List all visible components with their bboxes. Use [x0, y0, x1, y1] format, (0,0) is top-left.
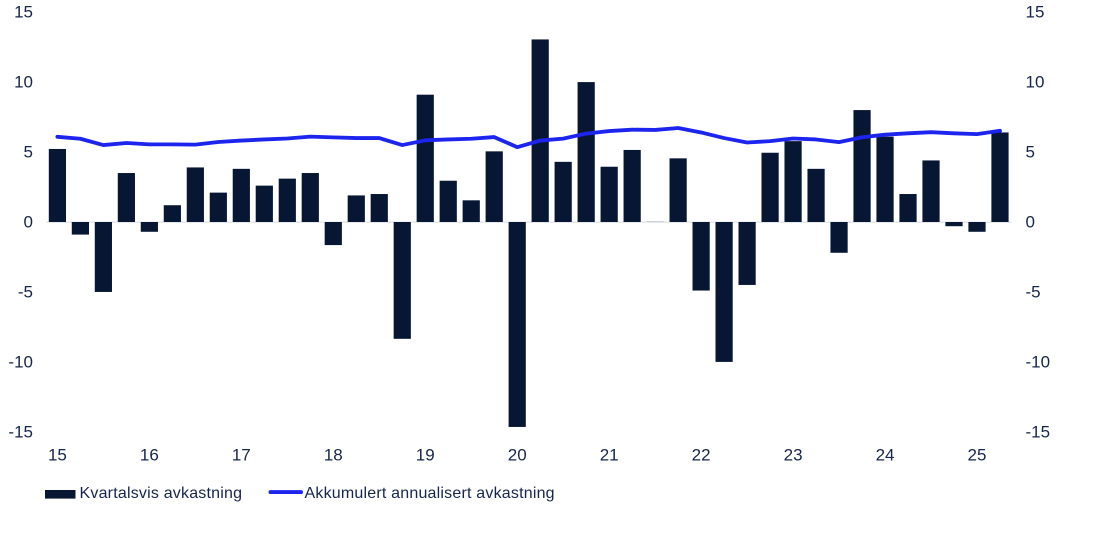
svg-text:0: 0	[1026, 213, 1035, 232]
svg-text:16: 16	[140, 446, 159, 465]
svg-text:15: 15	[14, 3, 33, 22]
svg-text:15: 15	[1026, 3, 1045, 22]
svg-text:-5: -5	[1026, 282, 1041, 301]
svg-text:-15: -15	[1026, 422, 1051, 441]
svg-text:5: 5	[1026, 143, 1035, 162]
svg-text:Akkumulert annualisert avkastn: Akkumulert annualisert avkastning	[305, 485, 555, 502]
svg-text:-10: -10	[1026, 352, 1051, 371]
svg-text:-10: -10	[8, 352, 33, 371]
svg-text:23: 23	[784, 446, 803, 465]
svg-text:10: 10	[14, 73, 33, 92]
svg-text:17: 17	[232, 446, 251, 465]
svg-text:10: 10	[1026, 73, 1045, 92]
svg-text:20: 20	[508, 446, 527, 465]
svg-text:0: 0	[24, 213, 33, 232]
svg-text:5: 5	[24, 143, 33, 162]
svg-text:25: 25	[968, 446, 987, 465]
svg-text:Kvartalsvis avkastning: Kvartalsvis avkastning	[80, 485, 243, 502]
svg-text:15: 15	[48, 446, 67, 465]
svg-text:21: 21	[600, 446, 619, 465]
svg-text:19: 19	[416, 446, 435, 465]
svg-text:-15: -15	[8, 422, 33, 441]
svg-text:22: 22	[692, 446, 711, 465]
svg-text:-5: -5	[18, 282, 33, 301]
svg-text:24: 24	[876, 446, 895, 465]
svg-text:18: 18	[324, 446, 343, 465]
